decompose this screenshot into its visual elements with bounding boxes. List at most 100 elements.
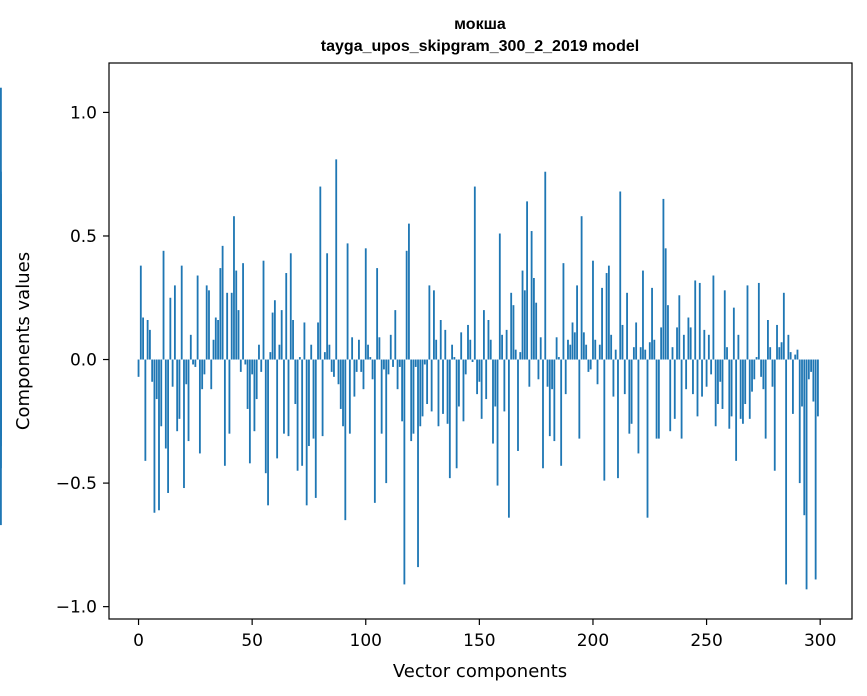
bar [292,320,294,360]
bar [510,292,513,360]
bar [219,268,222,360]
bar [521,270,524,360]
bar [383,359,385,370]
bar [557,357,560,360]
bar [301,359,304,466]
bar [648,342,651,360]
bar [744,359,747,405]
bar [269,352,272,360]
bar [755,357,758,360]
bar [594,339,597,360]
bar [657,359,660,439]
bar [176,359,179,432]
bar [701,359,703,397]
bar [603,359,606,481]
bar [378,337,381,360]
bar [455,359,458,469]
bar [814,359,817,580]
bar [237,310,240,360]
bar [532,277,535,360]
bar [537,359,540,380]
bar [514,349,517,360]
bar [494,359,497,407]
x-axis-label: Vector components [393,661,567,682]
bar [435,339,438,360]
bar [735,359,738,461]
bar [612,359,615,397]
bar [689,327,692,360]
bar [496,359,499,486]
bar [353,359,356,397]
bar [428,285,431,360]
bar [323,352,326,360]
bar [142,317,144,360]
bar [398,359,401,367]
x-tick-label: 200 [577,631,609,651]
bar [351,337,354,360]
bar [564,359,567,395]
bar [442,359,444,414]
bar [601,287,603,360]
bar [553,359,556,442]
bar [662,198,665,360]
bar [714,359,717,427]
bar [460,332,463,360]
x-tick-label: 0 [133,631,144,651]
bar [785,359,788,585]
bar [632,347,635,360]
x-tick-label: 50 [241,631,263,651]
bar [635,322,638,360]
bar [344,359,347,521]
bar [710,359,713,375]
bar [146,320,149,360]
bar [410,359,413,442]
bar [501,334,503,360]
bar [619,191,622,360]
bar [258,344,260,360]
bar [235,270,238,360]
bar [430,359,433,412]
bar [401,359,404,422]
bar [139,265,142,360]
bar [489,339,492,360]
bar [669,359,672,432]
bar [196,275,199,360]
bar [0,245,2,360]
bar [676,327,678,360]
bar [155,359,158,400]
bar [589,359,592,370]
x-tick-label: 150 [463,631,495,651]
bar [396,359,399,390]
bar [789,352,792,360]
bar [746,285,749,360]
bar [214,317,217,360]
bar [317,322,319,360]
bar [748,359,751,419]
bar [367,344,369,360]
bar [773,359,776,471]
bar [239,359,242,372]
bar [144,359,147,461]
bar [358,339,360,360]
x-tick-label: 100 [350,631,382,651]
bar [158,359,160,511]
bar [646,359,649,518]
bar [782,292,785,360]
bar [326,253,329,360]
bar [312,359,315,439]
bar [505,329,508,360]
bar [328,344,331,360]
bar [423,359,426,365]
bar [376,268,379,360]
bar [719,359,722,382]
bar [685,359,688,390]
bar [408,223,410,360]
chart-title: мокша [454,16,506,33]
bar [694,280,697,360]
y-tick-label: 0.5 [70,227,97,247]
bar [264,359,267,474]
bar [169,297,172,360]
bar [692,359,694,395]
bar [448,359,451,479]
bar [528,359,531,387]
